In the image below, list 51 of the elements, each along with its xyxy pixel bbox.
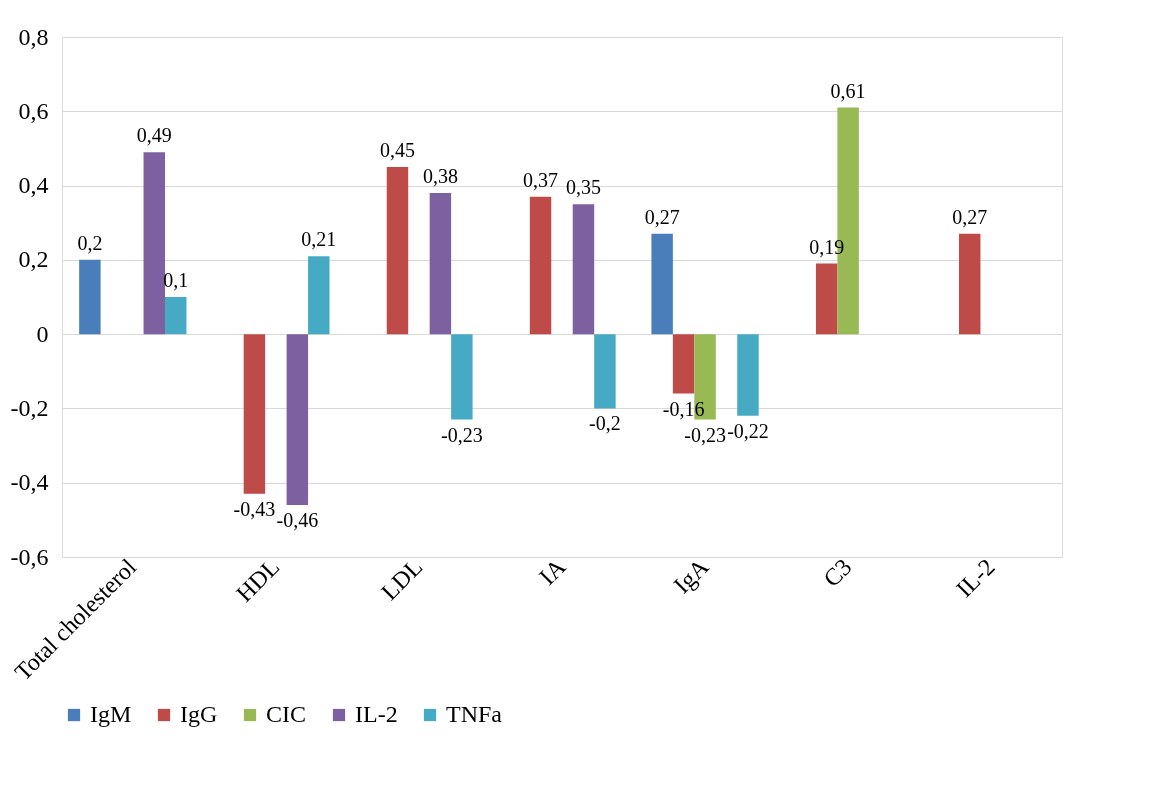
x-tick-label: IA: [534, 553, 571, 590]
bar: [651, 233, 673, 335]
bar: [429, 193, 452, 335]
bar: [815, 263, 838, 335]
data-label: 0,21: [301, 228, 337, 251]
data-label: 0,27: [644, 205, 680, 228]
bar: [959, 233, 981, 335]
x-tick-label: IgA: [668, 553, 715, 599]
legend-label: IgM: [90, 701, 132, 727]
legend-label: IgG: [180, 701, 218, 727]
bar: [308, 256, 330, 335]
data-label: 0,2: [77, 231, 103, 254]
bar: [572, 204, 595, 335]
data-label: -0,2: [589, 412, 621, 435]
bar: [386, 167, 409, 335]
bar: [529, 196, 552, 335]
y-tick-label: -0,6: [10, 543, 49, 570]
data-label: -0,46: [276, 509, 319, 531]
y-tick-label: 0,8: [18, 23, 49, 50]
data-label: -0,43: [233, 497, 276, 520]
data-label: 0,38: [422, 165, 458, 187]
y-tick-label: 0: [36, 320, 49, 347]
data-label: 0,61: [830, 79, 866, 102]
bar: [143, 152, 165, 335]
data-label: 0,27: [952, 205, 988, 228]
data-label: 0,45: [379, 139, 415, 161]
y-tick-label: 0,2: [18, 246, 49, 273]
data-label: -0,23: [684, 423, 726, 446]
x-tick-label: C3: [818, 553, 857, 592]
bar: [672, 334, 695, 394]
x-tick-label: IL-2: [951, 553, 1000, 603]
bar: [165, 297, 187, 335]
legend-label: TNFa: [446, 701, 503, 727]
data-label: 0,49: [136, 124, 172, 147]
data-label: -0,22: [727, 419, 769, 442]
data-label: -0,23: [441, 423, 483, 446]
y-tick-label: -0,4: [10, 469, 49, 496]
bar: [79, 259, 101, 335]
bar: [737, 334, 759, 416]
bar: [243, 334, 266, 494]
bar: [451, 334, 473, 420]
y-tick-label: 0,4: [18, 172, 49, 199]
y-tick-label: -0,2: [10, 394, 49, 421]
data-label: 0,37: [523, 168, 559, 191]
data-label: 0,35: [565, 176, 601, 199]
y-tick-label: 0,6: [18, 97, 49, 124]
bar: [286, 334, 309, 505]
legend-label: IL-2: [355, 701, 398, 727]
legend-label: CIC: [266, 701, 307, 727]
bar: [594, 334, 616, 409]
x-tick-label: LDL: [376, 553, 428, 605]
